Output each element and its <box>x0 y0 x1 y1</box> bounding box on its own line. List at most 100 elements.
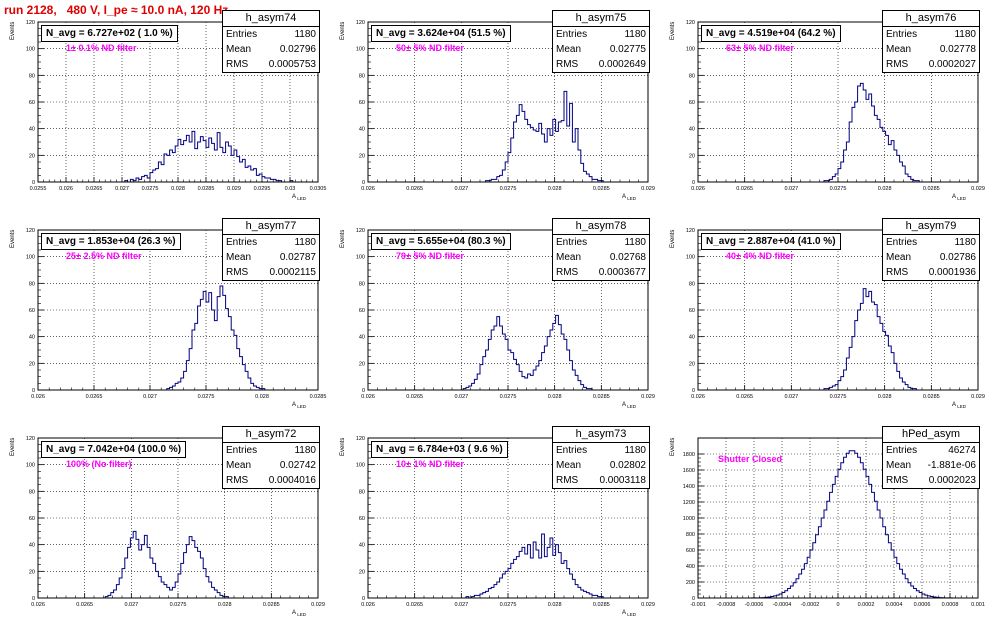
x-axis-title-main: A <box>622 610 627 616</box>
x-tick-label: 0.0275 <box>500 394 517 400</box>
x-tick-label: 0.0265 <box>76 602 93 608</box>
y-axis-title: Events <box>10 21 16 40</box>
x-tick-label: 0.027 <box>454 186 468 192</box>
x-tick-label: 0.0305 <box>310 186 327 192</box>
y-tick-label: 200 <box>686 580 695 586</box>
filter-label: 63± 5% ND filter <box>726 43 794 53</box>
x-tick-label: 0.026 <box>31 602 45 608</box>
histogram-plot: 0.026 0.0265 0.027 0.0275 0.028 0.0285 0.029 0 2… <box>356 20 655 192</box>
x-tick-label: 0.0265 <box>406 186 423 192</box>
x-tick-label: -0.001 <box>690 602 706 608</box>
x-axis-title-sub: LED <box>296 196 307 202</box>
x-tick-label: 0.027 <box>115 186 129 192</box>
stats-rms-value: 0.0004016 <box>268 475 316 486</box>
x-tick-label: 0.026 <box>361 394 375 400</box>
y-tick-label: 20 <box>29 361 35 367</box>
stats-entries-label: Entries <box>226 29 258 40</box>
y-tick-label: 40 <box>359 335 365 341</box>
x-axis-title: A LED <box>622 610 636 617</box>
y-tick-label: 1600 <box>683 468 695 474</box>
y-tick-label: 1000 <box>683 516 695 522</box>
stats-rms-label: RMS <box>886 267 909 278</box>
x-axis-title-main: A <box>622 194 627 200</box>
y-tick-label: 1200 <box>683 500 695 506</box>
y-tick-label: 120 <box>356 436 365 442</box>
x-tick-label: 0.0265 <box>86 186 103 192</box>
x-tick-label: 0.026 <box>361 186 375 192</box>
histogram-panel: -0.001 -0.0008 -0.0006 -0.0004 -0.0002 0 0.000… <box>660 416 990 622</box>
y-tick-label: 60 <box>359 308 365 314</box>
x-tick-label: 0.027 <box>454 602 468 608</box>
x-tick-label: 0.026 <box>361 602 375 608</box>
x-tick-label: 0.001 <box>971 602 985 608</box>
y-tick-label: 100 <box>26 47 35 53</box>
y-tick-label: 0 <box>32 596 35 602</box>
histogram-name: hPed_asym <box>883 427 979 443</box>
stats-entries-label: Entries <box>226 445 258 456</box>
x-tick-label: 0.0285 <box>923 394 940 400</box>
stats-rms: RMS 0.0005753 <box>223 57 319 72</box>
y-tick-label: 120 <box>356 20 365 26</box>
y-tick-label: 120 <box>26 228 35 234</box>
histogram-name: h_asym73 <box>553 427 649 443</box>
stats-rms: RMS 0.0002023 <box>883 473 979 488</box>
histogram-plot: 0.026 0.0265 0.027 0.0275 0.028 0.0285 0.029 0 2… <box>356 228 655 400</box>
stats-rms-value: 0.0002649 <box>598 59 646 70</box>
y-tick-label: 80 <box>29 489 35 495</box>
stats-rms: RMS 0.0002115 <box>223 265 319 280</box>
filter-label: 100% (No filter) <box>66 459 132 469</box>
stats-box: h_asym74 Entries 1180 Mean 0.02796 RMS 0.00057… <box>222 10 320 73</box>
x-tick-label: 0.029 <box>641 394 655 400</box>
stats-entries-label: Entries <box>226 237 258 248</box>
stats-entries: Entries 1180 <box>553 443 649 458</box>
histogram-name: h_asym74 <box>223 11 319 27</box>
stats-mean-value: 0.02802 <box>609 460 646 471</box>
histogram-name: h_asym76 <box>883 11 979 27</box>
stats-mean: Mean 0.02778 <box>883 42 979 57</box>
stats-rms-value: 0.0005753 <box>268 59 316 70</box>
stats-entries-value: 1180 <box>624 445 646 456</box>
x-tick-label: 0.026 <box>59 186 73 192</box>
y-tick-label: 60 <box>29 308 35 314</box>
histogram-plot: 0.026 0.0265 0.027 0.0275 0.028 0.0285 0.029 0 2… <box>356 436 655 608</box>
stats-mean-label: Mean <box>226 44 252 55</box>
x-axis-title-main: A <box>952 402 957 408</box>
stats-box: h_asym78 Entries 1180 Mean 0.02768 RMS 0.00036… <box>552 218 650 281</box>
filter-label: 79± 5% ND filter <box>396 251 464 261</box>
y-tick-label: 120 <box>26 436 35 442</box>
x-tick-label: 0.0275 <box>830 394 847 400</box>
y-tick-label: 20 <box>359 361 365 367</box>
stats-box: h_asym76 Entries 1180 Mean 0.02778 RMS 0.00020… <box>882 10 980 73</box>
x-tick-label: 0.029 <box>971 394 985 400</box>
y-tick-label: 40 <box>359 543 365 549</box>
stats-rms-label: RMS <box>556 475 579 486</box>
stats-rms: RMS 0.0003118 <box>553 473 649 488</box>
y-tick-label: 80 <box>359 281 365 287</box>
x-tick-label: 0.029 <box>227 186 241 192</box>
stats-rms-value: 0.0002023 <box>928 475 976 486</box>
stats-mean-label: Mean <box>226 460 252 471</box>
histogram-name: h_asym75 <box>553 11 649 27</box>
y-tick-label: 100 <box>686 255 695 261</box>
x-tick-label: -0.0006 <box>745 602 764 608</box>
y-axis-title: Events <box>340 437 346 456</box>
stats-entries-label: Entries <box>556 445 588 456</box>
y-tick-label: 80 <box>29 73 35 79</box>
stats-entries-value: 1180 <box>294 445 316 456</box>
stats-mean: Mean 0.02768 <box>553 250 649 265</box>
x-tick-label: 0.029 <box>641 602 655 608</box>
stats-entries-value: 46274 <box>948 445 976 456</box>
x-tick-label: 0.0265 <box>736 186 753 192</box>
y-tick-label: 1800 <box>683 452 695 458</box>
y-axis-title: Events <box>340 229 346 248</box>
stats-entries-label: Entries <box>886 445 918 456</box>
x-tick-label: 0.027 <box>454 394 468 400</box>
x-tick-label: 0.0285 <box>593 602 610 608</box>
stats-mean-label: Mean <box>886 44 912 55</box>
y-tick-label: 100 <box>686 47 695 53</box>
y-tick-label: 60 <box>29 100 35 106</box>
x-tick-label: 0.0295 <box>254 186 271 192</box>
x-axis-title-sub: LED <box>956 196 967 202</box>
stats-mean-value: 0.02796 <box>279 44 316 55</box>
x-tick-label: 0.0255 <box>30 186 47 192</box>
